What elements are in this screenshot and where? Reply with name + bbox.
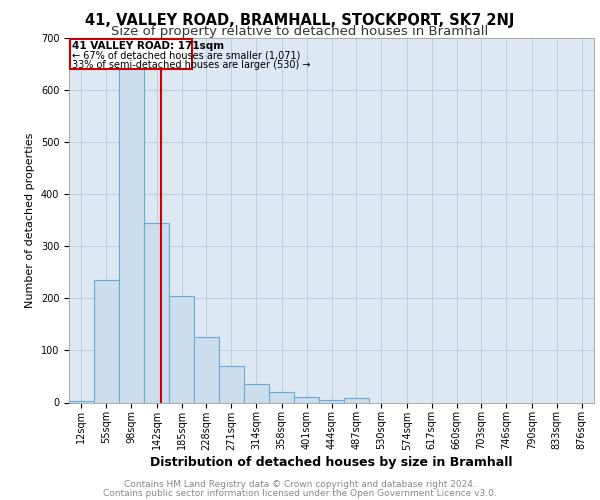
Bar [169,296,194,403]
Text: 41 VALLEY ROAD: 171sqm: 41 VALLEY ROAD: 171sqm [73,40,224,50]
Y-axis label: Number of detached properties: Number of detached properties [25,132,35,308]
Bar [294,398,319,402]
Text: Contains public sector information licensed under the Open Government Licence v3: Contains public sector information licen… [103,488,497,498]
Bar [194,338,219,402]
X-axis label: Distribution of detached houses by size in Bramhall: Distribution of detached houses by size … [150,456,513,469]
Bar [219,366,244,403]
Bar [244,384,269,402]
Bar [344,398,369,402]
Text: ← 67% of detached houses are smaller (1,071): ← 67% of detached houses are smaller (1,… [73,50,301,60]
Bar [70,38,192,69]
Text: Size of property relative to detached houses in Bramhall: Size of property relative to detached ho… [112,25,488,38]
Text: 41, VALLEY ROAD, BRAMHALL, STOCKPORT, SK7 2NJ: 41, VALLEY ROAD, BRAMHALL, STOCKPORT, SK… [85,12,515,28]
Text: 33% of semi-detached houses are larger (530) →: 33% of semi-detached houses are larger (… [73,60,311,70]
Bar [269,392,294,402]
Bar [319,400,344,402]
Bar [144,222,169,402]
Bar [94,280,119,402]
Bar [119,66,143,402]
Text: Contains HM Land Registry data © Crown copyright and database right 2024.: Contains HM Land Registry data © Crown c… [124,480,476,489]
